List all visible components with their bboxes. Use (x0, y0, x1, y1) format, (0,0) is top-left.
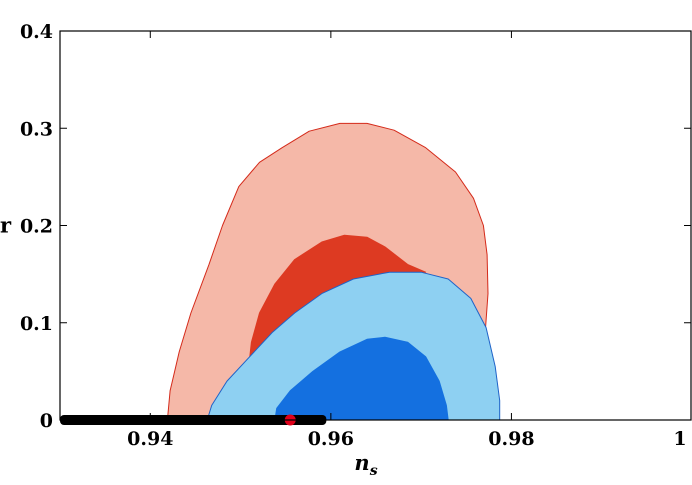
x-axis-label-main: n (354, 450, 369, 475)
contour-blue-inner (274, 336, 449, 421)
x-tick-label: 1 (673, 428, 686, 450)
x-tick-label: 0.98 (488, 428, 534, 450)
y-tick-label: 0.3 (20, 118, 53, 140)
y-axis-label: r (0, 213, 12, 238)
x-axis-label-subscript: s (370, 463, 378, 479)
tick-labels: 0.94 0.96 0.98 1 0 0.1 0.2 0.3 0.4 (20, 21, 687, 450)
y-tick-label: 0.1 (20, 313, 53, 335)
x-tick-label: 0.94 (127, 428, 173, 450)
x-axis-label: ns (354, 450, 377, 479)
y-tick-label: 0.4 (20, 21, 53, 43)
ticks (60, 30, 692, 421)
contour-regions (166, 122, 501, 421)
y-tick-label: 0.2 (20, 216, 53, 238)
y-tick-label: 0 (40, 410, 53, 432)
x-tick-label: 0.96 (308, 428, 354, 450)
